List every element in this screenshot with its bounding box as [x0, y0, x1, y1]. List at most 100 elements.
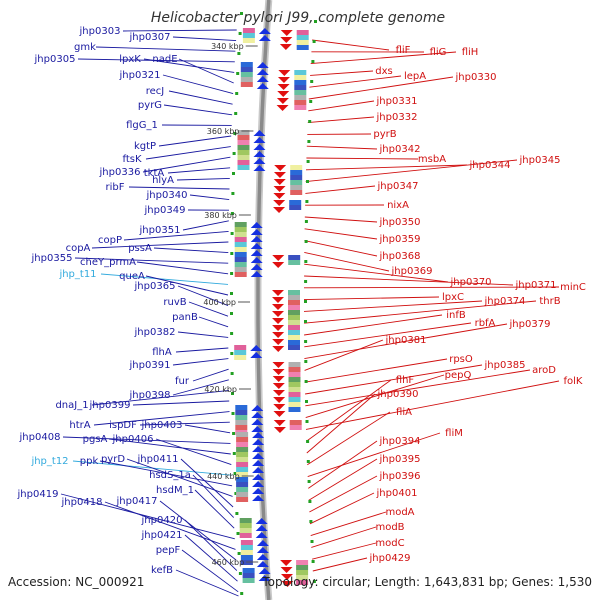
gene-label-right[interactable]: fliM — [445, 428, 463, 439]
gene-label-left[interactable]: ftsK — [122, 154, 141, 165]
gene-label-right[interactable]: jhp0390 — [377, 389, 419, 400]
gene-label-left[interactable]: jhp0351 — [139, 225, 181, 236]
gene-label-left[interactable]: tktA — [144, 168, 165, 179]
gene-label-right[interactable]: jhp0396 — [379, 471, 421, 482]
gene-label-right[interactable]: fliH — [462, 47, 479, 58]
gene-label-right[interactable]: lpxC — [442, 292, 464, 303]
gene-label-right[interactable]: fliG — [430, 47, 447, 58]
gene-label-right[interactable]: aroD — [532, 365, 556, 376]
gene-label-right[interactable]: jhp0331 — [376, 96, 418, 107]
gene-label-right[interactable]: jhp0330 — [455, 72, 497, 83]
gene-label-right[interactable]: jhp0379 — [509, 319, 551, 330]
gene-label-left[interactable]: nadE — [152, 54, 177, 65]
gene-label-left[interactable]: jhp0340 — [146, 190, 188, 201]
gene-label-right[interactable]: thrB — [539, 296, 560, 307]
gene-label-left[interactable]: jhp0305 — [34, 54, 76, 65]
gene-label-right[interactable]: jhp0345 — [519, 155, 561, 166]
gene-label-right[interactable]: nixA — [387, 200, 409, 211]
gene-label-right[interactable]: jhp0370 — [450, 277, 492, 288]
gene-label-left[interactable]: queA — [119, 271, 145, 282]
gene-label-left[interactable]: jhp0420 — [141, 515, 183, 526]
gene-label-left[interactable]: jhp0417 — [116, 496, 158, 507]
gene-label-left[interactable]: jhp0391 — [129, 360, 171, 371]
gene-label-left[interactable]: hsdM_1 — [156, 485, 194, 496]
gene-label-left[interactable]: jhp0307 — [129, 32, 171, 43]
gene-label-right[interactable]: fliA — [396, 407, 412, 418]
gene-label-left[interactable]: ruvB — [163, 297, 186, 308]
gene-label-left[interactable]: jhp0408 — [19, 432, 61, 443]
gene-label-right[interactable]: modC — [375, 538, 404, 549]
gene-label-right[interactable]: minC — [560, 282, 586, 293]
gene-label-left[interactable]: jhp0355 — [31, 253, 73, 264]
gene-label-left[interactable]: copA — [66, 243, 91, 254]
gene-label-left[interactable]: kgtP — [134, 141, 156, 152]
gene-label-right[interactable]: jhp0395 — [379, 454, 421, 465]
gene-label-left[interactable]: ispDF — [109, 420, 137, 431]
gene-label-left[interactable]: dnaJ_1 — [55, 400, 88, 411]
gene-label-right[interactable]: jhp0401 — [376, 488, 418, 499]
gene-label-right[interactable]: jhp0368 — [379, 251, 421, 262]
gene-label-right[interactable]: pepQ — [445, 370, 472, 381]
gene-label-left[interactable]: pepF — [156, 545, 181, 556]
gene-label-left[interactable]: pyrG — [138, 100, 162, 111]
gene-label-right[interactable]: msbA — [418, 154, 446, 165]
gene-label-right[interactable]: jhp0374 — [484, 296, 526, 307]
gene-label-left[interactable]: htrA — [69, 420, 90, 431]
gene-label-right[interactable]: jhp0347 — [377, 181, 419, 192]
gene-label-left[interactable]: jhp_t11 — [58, 269, 96, 280]
gene-label-left[interactable]: jhp0382 — [134, 327, 176, 338]
gene-label-right[interactable]: jhp0385 — [484, 360, 526, 371]
gene-label-left[interactable]: jhp0403 — [141, 420, 183, 431]
gene-label-left[interactable]: recJ — [146, 86, 165, 97]
gene-label-right[interactable]: jhp0350 — [379, 217, 421, 228]
gene-label-right[interactable]: fliF — [396, 45, 411, 56]
gene-label-left[interactable]: jhp0321 — [119, 70, 161, 81]
gene-label-right[interactable]: rbfA — [475, 318, 496, 329]
gene-label-right[interactable]: pyrB — [373, 129, 396, 140]
gene-label-right[interactable]: jhp0371 — [515, 280, 557, 291]
gene-label-left[interactable]: jhp0399 — [89, 400, 131, 411]
gene-label-left[interactable]: jhp0406 — [112, 434, 154, 445]
gene-label-left[interactable]: flhA — [152, 347, 172, 358]
gene-label-right[interactable]: rpsO — [449, 354, 473, 365]
gene-label-left[interactable]: kefB — [151, 565, 173, 576]
gene-label-left[interactable]: ppk — [80, 456, 99, 467]
gene-label-right[interactable]: jhp0369 — [391, 266, 433, 277]
gene-label-left[interactable]: hlyA — [152, 175, 174, 186]
gene-label-left[interactable]: jhp0365 — [134, 281, 176, 292]
gene-label-left[interactable]: jhp0418 — [61, 497, 103, 508]
gene-label-right[interactable]: folK — [564, 376, 583, 387]
gene-label-left[interactable]: pyrD — [101, 454, 125, 465]
gene-label-left[interactable]: jhp0303 — [79, 26, 121, 37]
gene-label-right[interactable]: flhF — [396, 375, 415, 386]
gene-label-right[interactable]: jhp0381 — [385, 335, 427, 346]
gene-label-right[interactable]: modB — [375, 522, 404, 533]
gene-label-left[interactable]: jhp0421 — [141, 530, 183, 541]
gene-label-left[interactable]: pgsA — [83, 434, 108, 445]
gene-label-left[interactable]: gmk — [74, 42, 96, 53]
gene-label-left[interactable]: ribF — [106, 182, 125, 193]
gene-label-left[interactable]: pssA — [128, 243, 152, 254]
gene-label-left[interactable]: fur — [175, 376, 190, 387]
gene-label-right[interactable]: lepA — [404, 71, 426, 82]
gene-label-right[interactable]: jhp0394 — [379, 436, 421, 447]
gene-label-right[interactable]: infB — [446, 310, 466, 321]
gene-label-right[interactable]: dxs — [375, 66, 392, 77]
gene-label-left[interactable]: jhp0419 — [17, 489, 59, 500]
gene-label-right[interactable]: jhp0344 — [469, 160, 511, 171]
gene-label-left[interactable]: lpxK — [119, 54, 141, 65]
gene-label-left[interactable]: jhp0349 — [144, 205, 186, 216]
gene-label-left[interactable]: jhp_t12 — [30, 456, 68, 467]
gene-label-right[interactable]: jhp0429 — [369, 553, 411, 564]
gene-label-left[interactable]: cheY_prmA — [80, 257, 136, 268]
gene-label-left[interactable]: flgG_1 — [126, 120, 158, 131]
gene-label-left[interactable]: jhp0336 — [99, 167, 141, 178]
gene-label-right[interactable]: jhp0342 — [379, 144, 421, 155]
gene-label-left[interactable]: hsdS_1a — [149, 470, 191, 481]
gene-label-left[interactable]: panB — [172, 312, 198, 323]
gene-label-right[interactable]: jhp0359 — [379, 234, 421, 245]
gene-label-right[interactable]: jhp0332 — [376, 112, 418, 123]
gene-label-left[interactable]: jhp0398 — [129, 390, 171, 401]
gene-label-right[interactable]: modA — [385, 507, 414, 518]
gene-label-left[interactable]: copP — [98, 235, 122, 246]
